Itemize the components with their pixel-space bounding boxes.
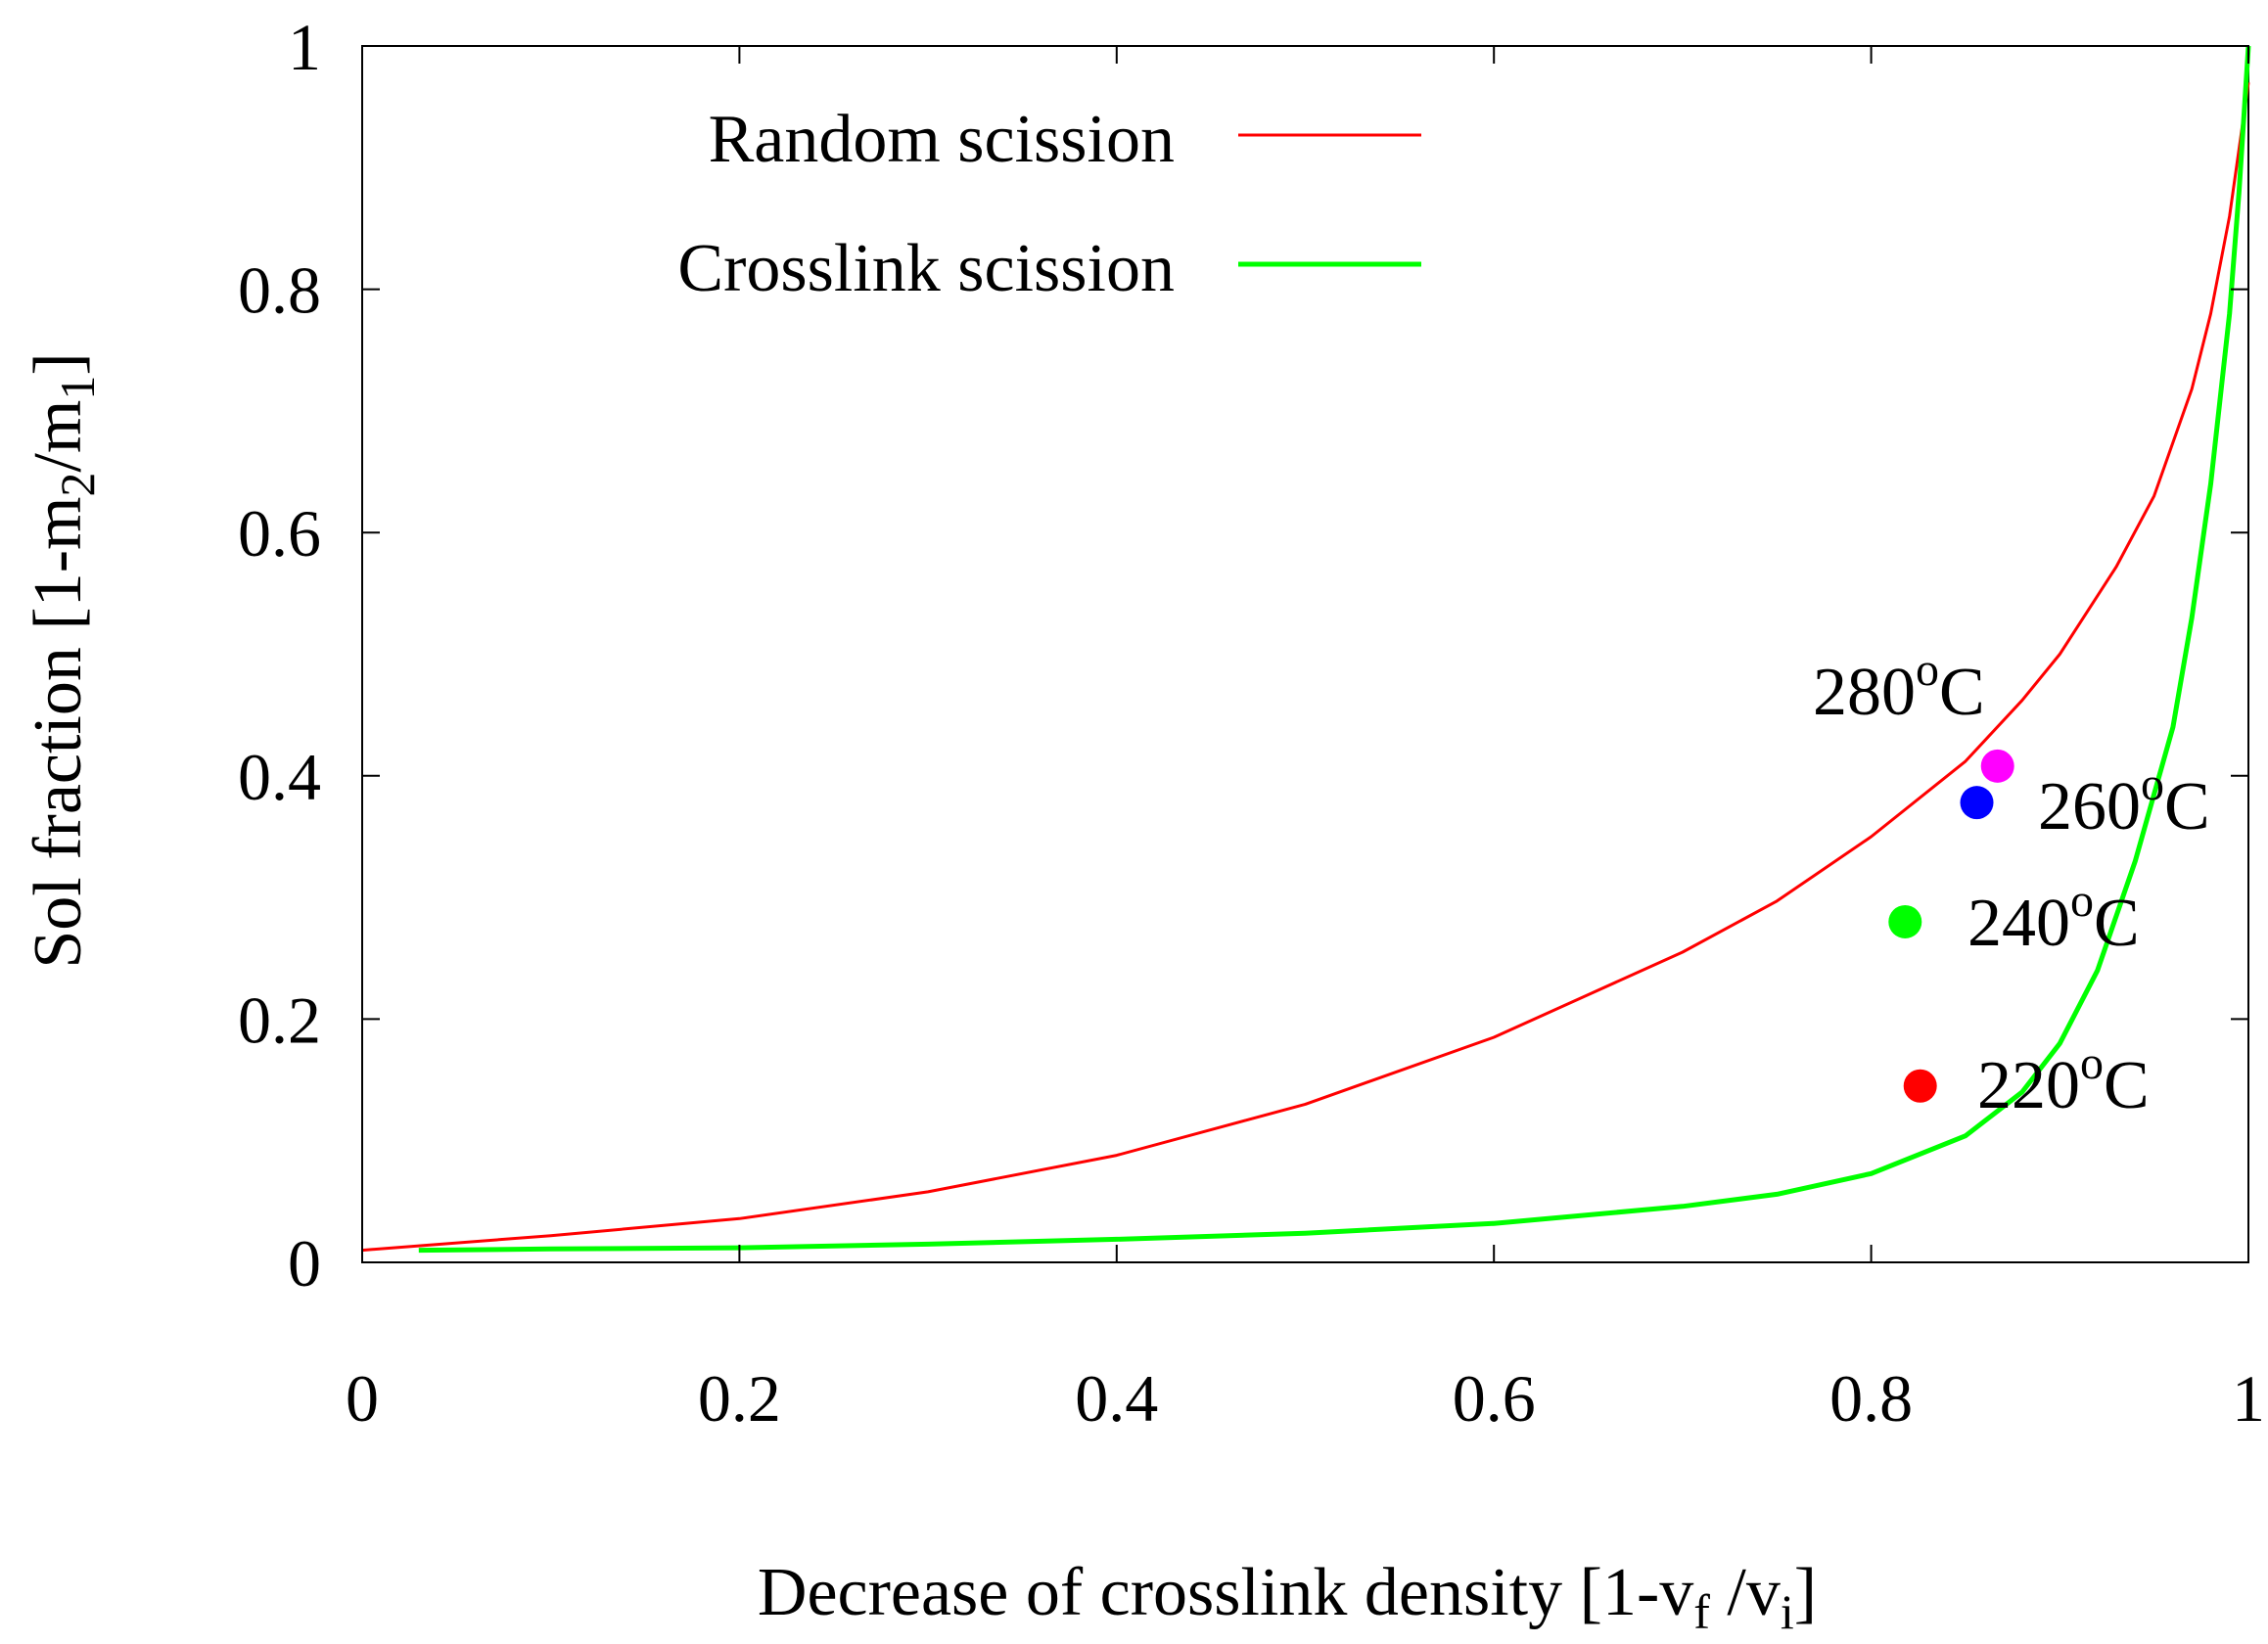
data-point-280C <box>1980 749 2014 783</box>
y-tick-label: 0.4 <box>238 740 321 814</box>
x-tick-label: 0.6 <box>1453 1361 1536 1436</box>
axis-ticks: 0 0.2 0.4 0.6 0.8 1 0 0.2 0.4 0.6 0.8 1 <box>238 10 2265 1436</box>
series-line-crosslink-scission <box>418 45 2251 1254</box>
y-tick-label: 0.6 <box>238 496 321 571</box>
annotation-280C: 280oC <box>1813 644 1985 730</box>
x-tick-label: 0.2 <box>698 1361 781 1436</box>
series-line-random-scission <box>361 82 2250 1253</box>
y-tick-label: 0 <box>288 1226 321 1301</box>
y-axis-title: Sol fraction [1-m2/m1] <box>21 352 105 968</box>
x-tick-label: 0.4 <box>1075 1361 1158 1436</box>
y-tick-label: 0.2 <box>238 982 321 1057</box>
legend-label-random-scission: Random scission <box>709 102 1175 177</box>
data-points <box>1888 749 2014 1103</box>
y-tick-label: 0.8 <box>238 253 321 328</box>
x-tick-label: 1 <box>2232 1361 2265 1436</box>
y-tick-label: 1 <box>288 10 321 84</box>
x-tick-label: 0 <box>346 1361 379 1436</box>
x-tick-label: 0.8 <box>1829 1361 1913 1436</box>
data-point-220C <box>1903 1069 1937 1103</box>
plot-frame <box>361 45 2249 1263</box>
annotation-260C: 260oC <box>2038 758 2210 845</box>
legend: Random scission Crosslink scission <box>677 102 1421 306</box>
annotation-220C: 220oC <box>1977 1037 2150 1123</box>
annotation-240C: 240oC <box>1967 875 2140 961</box>
plot-area-border <box>361 45 2249 1263</box>
x-axis-title: Decrease of crosslink density [1-vf /vi] <box>758 1555 1817 1639</box>
legend-label-crosslink-scission: Crosslink scission <box>677 231 1175 306</box>
data-point-240C <box>1888 904 1922 938</box>
data-point-260C <box>1960 786 1994 820</box>
series-layer <box>361 45 2251 1254</box>
